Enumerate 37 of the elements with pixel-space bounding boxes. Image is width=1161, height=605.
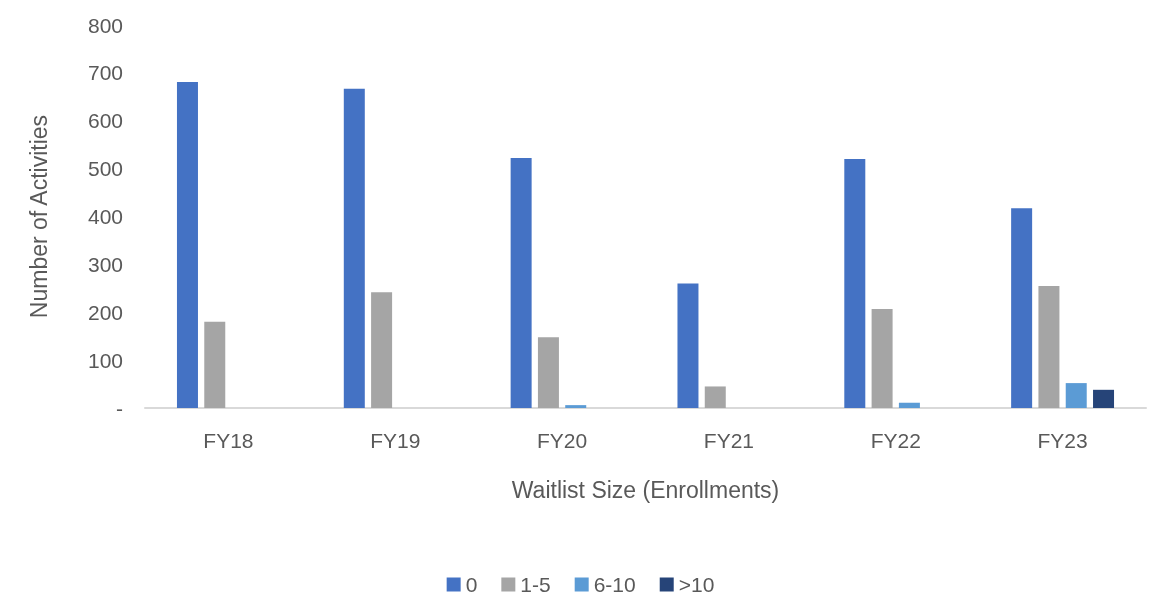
y-tick-label: 400 <box>87 205 123 228</box>
y-tick-label: 300 <box>87 252 123 276</box>
x-tick-label: FY21 <box>703 429 755 452</box>
legend-label: >10 <box>678 573 715 596</box>
x-axis-title: Waitlist Size (Enrollments) <box>511 476 780 503</box>
bar <box>704 386 726 408</box>
x-tick-label: FY22 <box>870 429 921 452</box>
bar <box>176 81 198 408</box>
bar <box>371 292 393 408</box>
x-tick-label: FY19 <box>370 429 421 452</box>
y-tick-label: 800 <box>87 13 123 37</box>
bar <box>537 337 559 408</box>
bar <box>1065 383 1087 408</box>
bar <box>844 159 866 408</box>
y-tick-label: - <box>116 396 123 420</box>
legend-label: 6-10 <box>593 573 636 596</box>
y-axis-title: Number of Activities <box>25 114 52 319</box>
legend-label: 1-5 <box>520 573 551 596</box>
y-tick-label: 100 <box>87 348 123 372</box>
y-tick-label: 600 <box>87 109 123 133</box>
y-tick-label: 700 <box>87 61 123 85</box>
bar <box>898 402 920 408</box>
x-tick-label: FY18 <box>203 429 254 452</box>
bar <box>204 321 226 408</box>
bar <box>565 405 587 408</box>
x-tick-label: FY20 <box>536 429 588 452</box>
legend-label: 0 <box>465 573 478 596</box>
y-tick-label: 500 <box>87 157 123 181</box>
y-tick-label: 200 <box>87 300 123 324</box>
bar <box>1093 389 1115 408</box>
bar <box>677 283 699 408</box>
bar <box>871 308 893 408</box>
bar <box>1038 285 1060 408</box>
bar <box>343 88 365 408</box>
bar <box>1011 208 1033 408</box>
bar <box>510 158 532 408</box>
x-tick-label: FY23 <box>1037 429 1088 452</box>
